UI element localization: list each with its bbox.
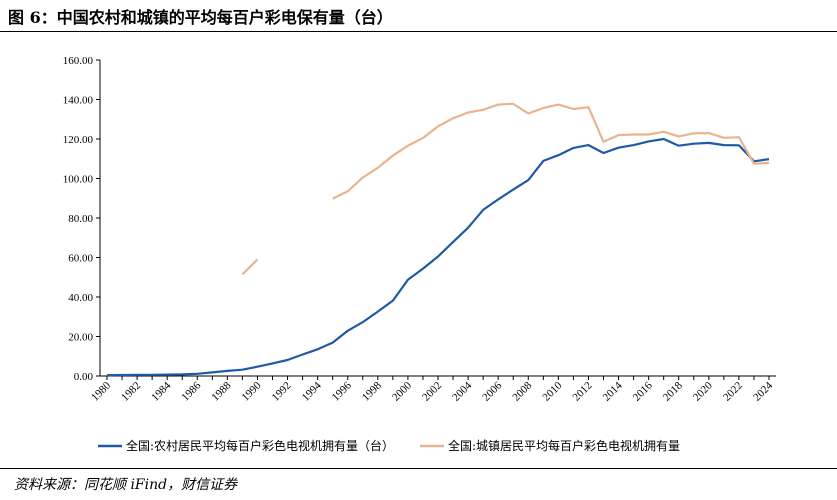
x-tick-label: 1986	[179, 379, 203, 403]
series-1	[106, 137, 770, 377]
chart-axes: 0.00 20.00 40.00 60.00 80.00 100.00 120.00 140.…	[63, 55, 776, 404]
series-line	[241, 258, 259, 276]
chart-legend: 全国:农村居民平均每百户彩色电视机拥有量（台） 全国:城镇居民平均每百户彩色电视机…	[98, 438, 680, 453]
y-tick-label: 40.00	[68, 292, 93, 304]
y-tick-label: 60.00	[68, 253, 93, 265]
x-tick-label: 1996	[330, 379, 354, 403]
series-2	[241, 102, 770, 276]
x-tick-label: 2004	[450, 379, 474, 403]
x-tick-label: 1998	[360, 379, 384, 403]
x-tick-label: 2012	[571, 380, 595, 404]
x-tick-label: 2014	[601, 379, 625, 403]
x-tick-label: 1992	[270, 380, 294, 404]
x-tick-label: 2016	[631, 379, 655, 403]
title-rule	[0, 31, 837, 32]
x-tick-label: 2018	[661, 379, 685, 403]
x-tick-label: 2022	[721, 380, 745, 404]
series-line	[106, 137, 770, 377]
source-note: 资料来源：同花顺 iFind，财信证券	[14, 477, 238, 493]
x-tick-label: 1984	[149, 379, 173, 403]
x-tick-label: 2020	[691, 379, 715, 403]
chart-series	[106, 102, 770, 377]
x-tick-label: 1982	[119, 380, 143, 404]
x-tick-label: 2024	[751, 379, 775, 403]
x-tick-label: 2010	[540, 379, 564, 403]
x-tick-label: 2000	[390, 379, 414, 403]
x-tick-label: 2008	[510, 379, 534, 403]
x-tick-label: 1990	[240, 379, 264, 403]
y-tick-label: 0.00	[74, 371, 94, 383]
x-tick-label: 1994	[300, 379, 324, 403]
figure-title: 图 6：中国农村和城镇的平均每百户彩电保有量（台）	[8, 8, 393, 27]
y-tick-label: 100.00	[63, 174, 94, 186]
y-tick-label: 140.00	[63, 95, 94, 107]
y-tick-label: 80.00	[68, 213, 93, 225]
y-tick-label: 120.00	[63, 134, 94, 146]
y-tick-label: 160.00	[63, 55, 94, 67]
x-tick-label: 2006	[480, 379, 504, 403]
x-tick-label: 1988	[209, 379, 233, 403]
series-line	[332, 102, 770, 200]
legend-label: 全国:农村居民平均每百户彩色电视机拥有量（台）	[126, 438, 394, 453]
x-tick-label: 2002	[420, 380, 444, 404]
y-tick-label: 20.00	[68, 332, 93, 344]
legend-label: 全国:城镇居民平均每百户彩色电视机拥有量	[448, 438, 680, 453]
source-rule	[0, 468, 837, 469]
